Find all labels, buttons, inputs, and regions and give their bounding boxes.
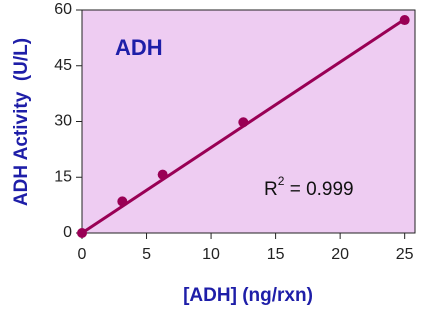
data-point	[77, 228, 87, 238]
data-point	[117, 196, 128, 207]
x-tick-label: 10	[202, 246, 220, 263]
data-point	[238, 117, 249, 128]
annotation-text: = 0.999	[284, 179, 353, 200]
y-tick-label: 30	[54, 113, 72, 130]
data-point	[157, 169, 168, 180]
data-point	[399, 15, 410, 26]
y-tick-label: 45	[54, 57, 72, 74]
x-axis-label: [ADH] (ng/rxn)	[183, 285, 313, 306]
annotation-text: R	[264, 179, 278, 200]
y-tick-label: 60	[54, 1, 72, 18]
x-tick-label: 25	[396, 246, 414, 263]
chart-title: ADH	[115, 35, 163, 60]
annotation: R2 = 0.999	[264, 174, 354, 200]
x-tick-label: 5	[142, 246, 151, 263]
x-tick-label: 0	[78, 246, 87, 263]
y-axis-label: ADH Activity (U/L)	[11, 38, 32, 206]
annotation-superscript: 2	[278, 174, 285, 188]
x-tick-label: 15	[267, 246, 285, 263]
y-tick-label: 0	[63, 224, 72, 241]
x-tick-label: 20	[331, 246, 349, 263]
y-tick-label: 15	[54, 168, 72, 185]
